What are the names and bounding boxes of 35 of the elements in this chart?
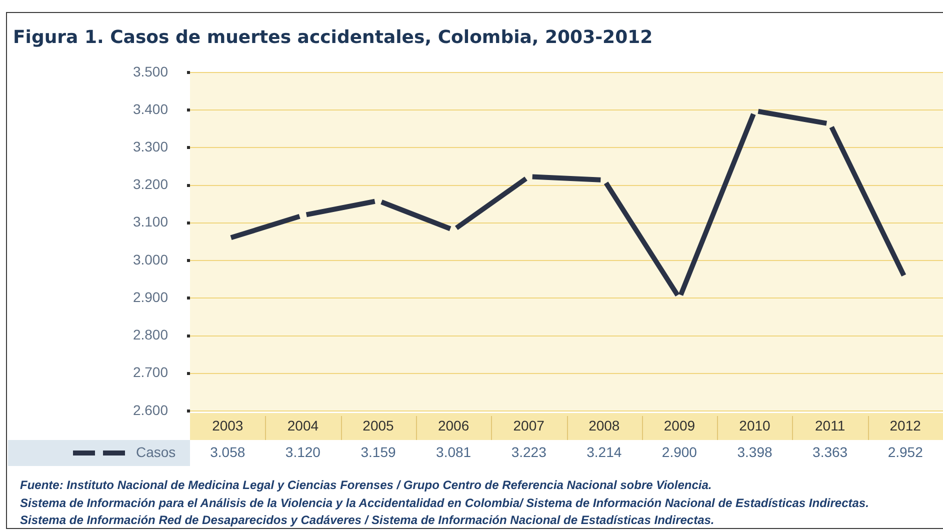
data-label: 3.081	[436, 444, 472, 460]
x-tick-label: 2011	[814, 417, 846, 434]
data-label: 3.214	[586, 444, 622, 460]
text: Sistema de Información Red de Desaparecidos y Cadáveres / Sistema de Información Nacional de Estadísticas Indirectas.	[20, 513, 714, 528]
data-label: 2.900	[662, 444, 698, 460]
x-tick-label: 2007	[513, 417, 545, 434]
data-label: 3.398	[737, 444, 772, 460]
data-label: 3.363	[812, 444, 848, 460]
y-tick-label: 3.200	[132, 176, 168, 192]
text: Sistema de Información para el Análisis de la Violencia y la Accidentalidad en Colombia/ Sistema de Información Nacional de Estadísticas Indirectas.	[20, 496, 869, 510]
y-tick-label: 3.500	[132, 63, 168, 80]
data-label: 3.058	[210, 444, 246, 460]
y-tick-label: 3.000	[132, 251, 168, 268]
y-tick-label: 2.700	[132, 364, 168, 380]
x-tick-label: 2004	[287, 417, 319, 434]
x-tick-label: 2006	[438, 417, 470, 434]
data-label: 2.952	[888, 444, 924, 460]
x-tick-label: 2009	[664, 417, 696, 434]
y-tick-label: 3.100	[132, 214, 168, 230]
x-tick-label: 2008	[588, 417, 620, 434]
y-tick-label: 2.900	[132, 288, 168, 305]
data-label: 3.159	[360, 444, 396, 460]
x-tick-label: 2010	[739, 417, 771, 434]
x-tick-label: 2003	[212, 417, 244, 434]
y-tick-label: 3.400	[132, 100, 168, 117]
data-label: 3.120	[285, 444, 321, 460]
x-tick-label: 2005	[362, 417, 394, 434]
source-note: Fuente: Instituto Nacional de Medicina Legal y Ciencias Forenses / Grupo Centro de Referencia Nacional sobre Violencia.	[20, 478, 712, 493]
chart-title: Figura 1. Casos de muertes accidentales, Colombia, 2003-2012	[13, 27, 653, 49]
y-tick-label: 2.800	[132, 326, 168, 343]
data-label: 3.223	[511, 444, 547, 460]
y-tick-label: 2.600	[132, 402, 168, 418]
x-tick-label: 2012	[890, 417, 922, 434]
y-tick-label: 3.300	[132, 138, 168, 155]
legend-label: Casos	[136, 444, 176, 460]
